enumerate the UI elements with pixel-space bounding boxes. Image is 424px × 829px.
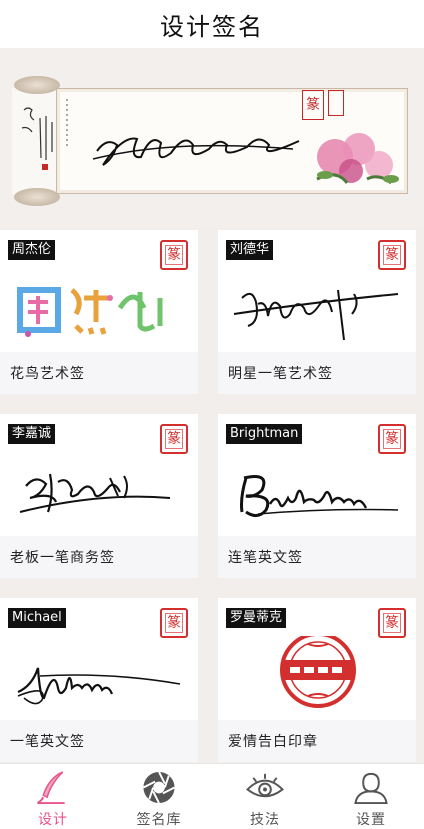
- floral-signature-image: [17, 287, 163, 337]
- seal-icon: [160, 424, 188, 454]
- seal-icon: [378, 240, 406, 270]
- scroll-painting: 篆: [12, 76, 412, 206]
- card-caption: 明星一笔艺术签: [218, 352, 416, 394]
- tab-label: 签名库: [136, 812, 182, 828]
- business-signature-image: [19, 473, 171, 513]
- card-caption-text: 爱情告白印章: [228, 734, 318, 750]
- user-icon: [354, 772, 388, 805]
- celebrity-signature-image: [233, 289, 399, 341]
- card-name-tag: 周杰伦: [8, 240, 56, 260]
- card-name-tag: 罗曼蒂克: [226, 608, 287, 628]
- card-caption-text: 老板一笔商务签: [10, 550, 115, 566]
- scroll-rod-bottom: [14, 188, 60, 206]
- card-caption: 老板一笔商务签: [0, 536, 198, 578]
- calligraphy-text-image: [21, 107, 53, 170]
- banner[interactable]: 篆: [0, 48, 424, 228]
- scroll-rod-top: [14, 76, 60, 94]
- quill-icon: [36, 771, 65, 805]
- bottom-tab-bar: 设计 签名库 技法 设置: [0, 763, 424, 829]
- card-caption: 一笔英文签: [0, 720, 198, 762]
- scroll-left-panel: [12, 88, 62, 194]
- banner-seal: 篆: [302, 90, 324, 120]
- seal-icon: [378, 608, 406, 638]
- style-card-cursive-english[interactable]: Brightman 连笔英文签: [218, 414, 416, 578]
- card-caption-text: 明星一笔艺术签: [228, 366, 333, 382]
- seal-icon: [378, 424, 406, 454]
- love-stamp-image: [280, 636, 356, 708]
- tab-label: 设计: [38, 812, 68, 828]
- card-caption-text: 连笔英文签: [228, 550, 303, 566]
- seal-icon: [160, 608, 188, 638]
- card-name-tag: Brightman: [226, 424, 303, 444]
- card-caption-text: 一笔英文签: [10, 734, 85, 750]
- tab-label: 设置: [356, 812, 386, 828]
- page-title: 设计签名: [160, 12, 264, 41]
- banner-seal-secondary: [328, 90, 344, 116]
- tab-techniques[interactable]: 技法: [212, 764, 318, 829]
- card-caption: 连笔英文签: [218, 536, 416, 578]
- tab-settings[interactable]: 设置: [318, 764, 424, 829]
- card-name-tag: Michael: [8, 608, 66, 628]
- card-caption: 花鸟艺术签: [0, 352, 198, 394]
- banner-seal-char: 篆: [306, 97, 320, 113]
- tab-design[interactable]: 设计: [0, 764, 106, 829]
- style-card-celebrity[interactable]: 刘德华 明星一笔艺术签: [218, 230, 416, 394]
- tab-signature-library[interactable]: 签名库: [106, 764, 212, 829]
- aperture-icon: [143, 771, 175, 804]
- app-header: 设计签名: [0, 0, 424, 48]
- seal-icon: [160, 240, 188, 270]
- style-card-love-stamp[interactable]: 罗曼蒂克 爱情告白印章: [218, 598, 416, 762]
- card-caption: 爱情告白印章: [218, 720, 416, 762]
- banner-signature-image: [66, 99, 399, 185]
- style-card-floral[interactable]: 周杰伦 花鸟艺术签: [0, 230, 198, 394]
- style-card-single-stroke-english[interactable]: Michael 一笔英文签: [0, 598, 198, 762]
- card-caption-text: 花鸟艺术签: [10, 366, 85, 382]
- eye-icon: [246, 773, 284, 798]
- single-stroke-signature-image: [17, 667, 181, 705]
- card-name-tag: 刘德华: [226, 240, 274, 260]
- cursive-english-signature-image: [240, 475, 399, 517]
- style-card-business[interactable]: 李嘉诚 老板一笔商务签: [0, 414, 198, 578]
- tab-label: 技法: [250, 812, 280, 828]
- scroll-main-paper: [56, 88, 408, 194]
- card-name-tag: 李嘉诚: [8, 424, 56, 444]
